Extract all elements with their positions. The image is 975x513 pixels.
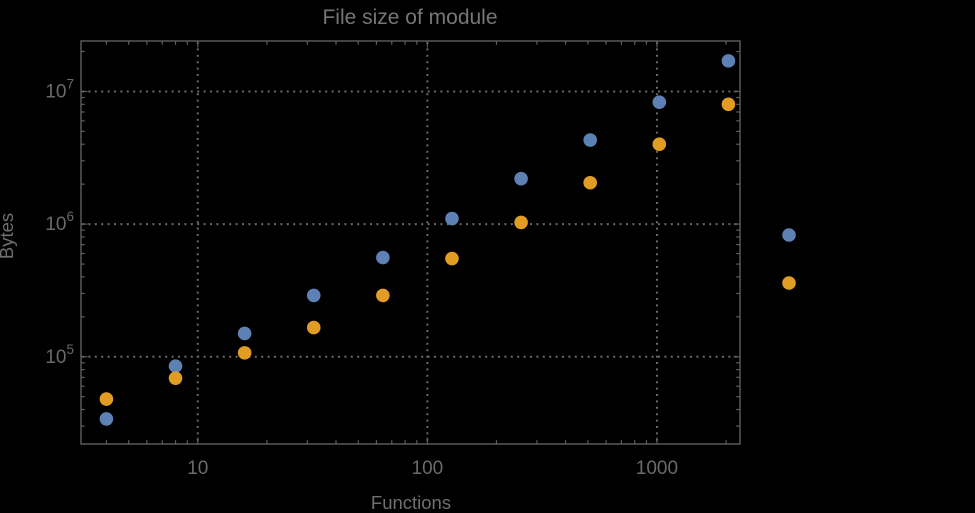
- data-point-orange-series: [514, 215, 528, 230]
- data-point-orange-series: [652, 137, 667, 152]
- x-tick-label: 10: [187, 458, 208, 479]
- legend-marker-orange-series: [782, 276, 796, 290]
- y-tick-label: 107: [45, 76, 74, 102]
- x-tick-labels: 10 100 1000: [187, 458, 678, 479]
- y-tick-labels: 105 106 107: [45, 76, 74, 367]
- data-point-orange-series: [721, 97, 736, 112]
- axis-ticks: [81, 41, 740, 444]
- data-point-orange-series: [376, 288, 390, 303]
- data-point-orange-series: [99, 392, 114, 406]
- data-point-orange-series: [306, 320, 321, 335]
- y-tick-label: 105: [45, 342, 74, 368]
- plot-frame: [80, 40, 741, 445]
- chart-title: File size of module: [322, 6, 497, 29]
- data-point-blue-series: [306, 288, 321, 303]
- data-point-blue-series: [721, 54, 736, 68]
- data-point-blue-series: [583, 133, 598, 147]
- data-point-blue-series: [376, 250, 390, 265]
- x-tick-label: 100: [412, 458, 444, 479]
- data-point-blue-series: [99, 412, 114, 426]
- y-axis-label: Bytes: [0, 213, 17, 259]
- data-point-blue-series: [168, 359, 183, 373]
- x-axis-label: Functions: [371, 492, 451, 513]
- data-point-blue-series: [237, 326, 252, 341]
- y-tick-label: 106: [45, 209, 74, 235]
- x-tick-label: 1000: [636, 458, 678, 479]
- data-points: [99, 54, 736, 426]
- data-point-orange-series: [168, 371, 183, 385]
- data-point-orange-series: [237, 346, 252, 360]
- legend: [782, 228, 796, 290]
- data-point-blue-series: [445, 211, 459, 226]
- data-point-blue-series: [652, 95, 667, 109]
- legend-marker-blue-series: [782, 228, 796, 242]
- gridlines: [82, 42, 739, 443]
- data-point-orange-series: [445, 251, 459, 266]
- data-point-blue-series: [514, 171, 528, 186]
- data-point-orange-series: [583, 175, 598, 190]
